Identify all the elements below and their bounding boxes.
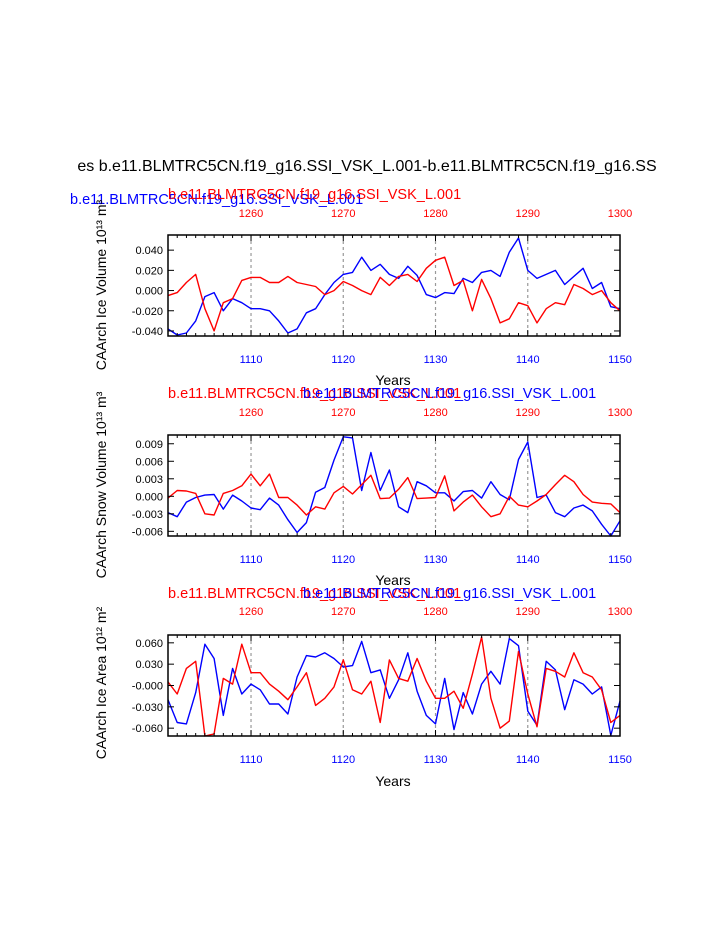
ice-volume-ytick-label-3: -0.020 xyxy=(132,306,163,318)
legend-red-ice-volume: b.e11.BLMTRC5CN.f19_g16.SSI_VSK_L.001 xyxy=(168,187,461,203)
snow-volume-ytick-label-5: -0.006 xyxy=(132,526,163,538)
panel-snow-volume: b.e11.BLMTRC5CN.f19_g16.SSI_VSK_L.001 b.… xyxy=(93,386,632,588)
panel-ice-volume: b.e11.BLMTRC5CN.f19_g16.SSI_VSK_L.001 b.… xyxy=(70,187,632,388)
legend-blue-ice-area: b.e11.BLMTRC5CN.f19_g16.SSI_VSK_L.001 xyxy=(303,586,596,602)
ice-area-xlabel-top-1280: 1280 xyxy=(423,606,447,618)
ice-area-y-axis-label: CAArch Ice Area 10¹² m² xyxy=(93,606,109,759)
ice-area-series-red xyxy=(167,636,621,737)
ice-area-ytick-label-2: -0.000 xyxy=(132,681,163,693)
ice-area-ytick-label-3: -0.030 xyxy=(132,702,163,714)
ice-area-xlabel-bottom-1110: 1110 xyxy=(240,754,263,766)
snow-volume-ytick-label-4: -0.003 xyxy=(132,509,163,521)
snow-volume-ytick-label-2: 0.003 xyxy=(135,474,163,486)
snow-volume-series-red xyxy=(167,473,621,518)
snow-volume-xlabel-bottom-1150: 1150 xyxy=(608,554,632,566)
ice-area-xlabel-top-1260: 1260 xyxy=(239,606,263,618)
snow-volume-frame xyxy=(167,434,621,537)
snow-volume-y-axis-label: CAArch Snow Volume 10¹³ m³ xyxy=(93,391,109,578)
ice-area-xlabel-top-1290: 1290 xyxy=(516,606,540,618)
ice-volume-ytick-label-1: 0.020 xyxy=(135,265,163,277)
ice-area-ytick-label-0: 0.060 xyxy=(135,638,163,650)
ice-volume-xlabel-bottom-1110: 1110 xyxy=(240,354,263,366)
ice-volume-xlabel-bottom-1120: 1120 xyxy=(331,354,355,366)
ice-area-series-blue xyxy=(167,637,621,736)
legend-blue-snow-volume: b.e11.BLMTRC5CN.f19_g16.SSI_VSK_L.001 xyxy=(303,386,596,402)
snow-volume-ytick-label-3: 0.000 xyxy=(135,491,163,503)
ice-volume-xlabel-bottom-1150: 1150 xyxy=(608,354,632,366)
ice-volume-xlabel-top-1280: 1280 xyxy=(423,208,447,220)
panel-ice-area: b.e11.BLMTRC5CN.f19_g16.SSI_VSK_L.001 b.… xyxy=(93,586,632,789)
ice-area-xlabel-bottom-1130: 1130 xyxy=(424,754,448,766)
ice-area-ytick-label-4: -0.060 xyxy=(132,723,163,735)
ice-volume-xlabel-top-1290: 1290 xyxy=(516,208,540,220)
snow-volume-xlabel-bottom-1130: 1130 xyxy=(424,554,448,566)
ice-area-xlabel-bottom-1150: 1150 xyxy=(608,754,632,766)
ice-volume-xlabel-top-1300: 1300 xyxy=(608,208,632,220)
snow-volume-xlabel-top-1270: 1270 xyxy=(331,407,355,419)
snow-volume-ytick-label-0: 0.009 xyxy=(135,439,163,451)
snow-volume-xlabel-top-1260: 1260 xyxy=(239,407,263,419)
legend-blue-ice-volume: b.e11.BLMTRC5CN.f19_g16.SSI_VSK_L.001 xyxy=(70,192,363,208)
ice-area-frame xyxy=(167,634,621,737)
snow-volume-x-axis-label: Years xyxy=(375,572,410,588)
plot-snow-volume: 0.009 0.006 0.003 0.000 -0.003 -0.006 1110 1120… xyxy=(93,391,632,588)
ice-area-xlabel-top-1300: 1300 xyxy=(608,606,632,618)
ice-volume-frame xyxy=(167,234,621,337)
snow-volume-xlabel-top-1300: 1300 xyxy=(608,407,632,419)
figure-title: es b.e11.BLMTRC5CN.f19_g16.SSI_VSK_L.001… xyxy=(77,158,656,175)
ice-volume-xlabel-top-1260: 1260 xyxy=(239,208,263,220)
ice-volume-xlabel-bottom-1140: 1140 xyxy=(516,354,540,366)
ice-area-xlabel-bottom-1140: 1140 xyxy=(516,754,540,766)
ice-area-ytick-label-1: 0.030 xyxy=(135,659,163,671)
ice-volume-y-axis-label: CAArch Ice Volume 10¹³ m³ xyxy=(93,199,109,370)
ice-volume-ytick-label-0: 0.040 xyxy=(135,245,163,257)
snow-volume-series-blue xyxy=(167,436,621,537)
ice-area-xlabel-top-1270: 1270 xyxy=(331,606,355,618)
ice-volume-series-blue xyxy=(167,237,621,336)
snow-volume-xlabel-bottom-1110: 1110 xyxy=(240,554,263,566)
legend-red-ice-area: b.e11.BLMTRC5CN.f19_g16.SSI_VSK_L.001 xyxy=(168,586,461,602)
ice-volume-xlabel-bottom-1130: 1130 xyxy=(424,354,448,366)
snow-volume-xlabel-top-1290: 1290 xyxy=(516,407,540,419)
ice-volume-ytick-label-4: -0.040 xyxy=(132,326,163,338)
ice-volume-x-axis-label: Years xyxy=(375,372,410,388)
legend-red-snow-volume: b.e11.BLMTRC5CN.f19_g16.SSI_VSK_L.001 xyxy=(168,386,461,402)
ice-area-x-axis-label: Years xyxy=(375,773,410,789)
snow-volume-xlabel-bottom-1120: 1120 xyxy=(331,554,355,566)
ice-volume-xlabel-top-1270: 1270 xyxy=(331,208,355,220)
ice-area-xlabel-bottom-1120: 1120 xyxy=(331,754,355,766)
snow-volume-ytick-label-1: 0.006 xyxy=(135,456,163,468)
plot-ice-volume: 0.040 0.020 0.000 -0.020 -0.040 1110 1120 1130 1… xyxy=(93,199,632,388)
snow-volume-xlabel-bottom-1140: 1140 xyxy=(516,554,540,566)
ice-volume-series-red xyxy=(167,256,621,332)
plot-ice-area: 0.060 0.030 -0.000 -0.030 -0.060 1110 1120 1130… xyxy=(93,606,632,789)
snow-volume-xlabel-top-1280: 1280 xyxy=(423,407,447,419)
ice-volume-ytick-label-2: 0.000 xyxy=(135,286,163,298)
